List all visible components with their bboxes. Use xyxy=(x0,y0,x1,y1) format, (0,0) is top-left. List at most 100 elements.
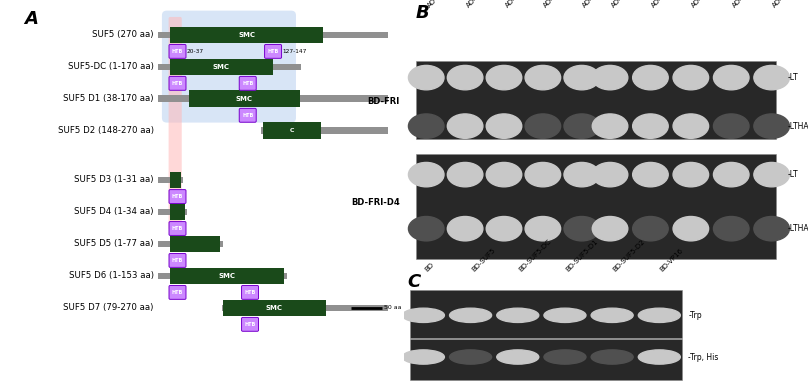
Text: BD-SUF5-DC: BD-SUF5-DC xyxy=(518,238,553,273)
Circle shape xyxy=(673,162,709,187)
Text: AD-SUF5-D7: AD-SUF5-D7 xyxy=(772,0,806,8)
Circle shape xyxy=(544,308,586,323)
Text: HTB: HTB xyxy=(244,290,255,295)
Text: SUF5 D6 (1-153 aa): SUF5 D6 (1-153 aa) xyxy=(69,271,154,280)
Text: SUF5 (270 aa): SUF5 (270 aa) xyxy=(92,30,154,39)
Circle shape xyxy=(592,216,628,241)
Bar xyxy=(416,154,776,259)
Text: AD-SUF5-D2: AD-SUF5-D2 xyxy=(582,0,616,8)
Bar xyxy=(188,90,301,107)
FancyBboxPatch shape xyxy=(169,222,186,236)
Circle shape xyxy=(591,350,633,364)
FancyBboxPatch shape xyxy=(169,254,186,267)
Text: AD-SUF5-D3: AD-SUF5-D3 xyxy=(610,0,645,8)
FancyBboxPatch shape xyxy=(169,190,186,203)
Text: AD-SUF5-D1: AD-SUF5-D1 xyxy=(543,0,577,8)
Text: -Trp, His: -Trp, His xyxy=(688,353,719,362)
Circle shape xyxy=(525,162,561,187)
Bar xyxy=(410,290,682,338)
Text: AD-SUF5-D6: AD-SUF5-D6 xyxy=(731,0,766,8)
Bar xyxy=(416,61,776,139)
Text: AD-SUF5: AD-SUF5 xyxy=(465,0,490,8)
Text: HTB: HTB xyxy=(172,81,183,86)
Bar xyxy=(170,204,185,220)
Bar xyxy=(158,241,223,247)
FancyBboxPatch shape xyxy=(239,76,256,90)
Text: SUF5 D3 (1-31 aa): SUF5 D3 (1-31 aa) xyxy=(74,175,154,184)
Circle shape xyxy=(592,162,628,187)
Text: BD-SUF5-D2: BD-SUF5-D2 xyxy=(612,238,646,273)
Circle shape xyxy=(713,162,749,187)
Circle shape xyxy=(633,216,668,241)
Circle shape xyxy=(638,308,680,323)
Circle shape xyxy=(408,65,444,90)
Text: HTB: HTB xyxy=(267,49,279,54)
FancyBboxPatch shape xyxy=(169,286,186,300)
Bar xyxy=(158,209,187,215)
Bar xyxy=(410,340,682,380)
Bar xyxy=(158,95,388,102)
Bar xyxy=(170,27,323,43)
Circle shape xyxy=(525,216,561,241)
Text: 127-147: 127-147 xyxy=(282,49,306,54)
Text: HTB: HTB xyxy=(242,81,254,86)
Text: C: C xyxy=(290,128,295,133)
FancyBboxPatch shape xyxy=(239,109,256,122)
Text: SMC: SMC xyxy=(266,305,283,311)
Text: SMC: SMC xyxy=(213,64,230,70)
FancyBboxPatch shape xyxy=(169,17,182,229)
Text: HTB: HTB xyxy=(172,290,183,295)
Circle shape xyxy=(673,65,709,90)
Text: SUF5 D2 (148-270 aa): SUF5 D2 (148-270 aa) xyxy=(57,126,154,135)
Circle shape xyxy=(754,162,789,187)
Bar xyxy=(158,273,287,279)
Bar xyxy=(158,177,183,183)
Circle shape xyxy=(486,162,522,187)
Circle shape xyxy=(633,65,668,90)
Bar xyxy=(170,236,220,252)
Circle shape xyxy=(402,350,444,364)
Circle shape xyxy=(592,114,628,138)
FancyBboxPatch shape xyxy=(264,44,281,58)
Circle shape xyxy=(448,162,483,187)
Text: BD-SUF5: BD-SUF5 xyxy=(470,247,496,273)
Bar xyxy=(170,268,284,284)
FancyBboxPatch shape xyxy=(169,44,186,58)
Text: -Trp: -Trp xyxy=(688,311,702,320)
Text: 50 aa: 50 aa xyxy=(384,305,402,310)
Text: C: C xyxy=(407,273,420,291)
Text: SUF5 D1 (38-170 aa): SUF5 D1 (38-170 aa) xyxy=(63,94,154,103)
Circle shape xyxy=(408,162,444,187)
Text: HTB: HTB xyxy=(172,258,183,263)
Text: AD-SUF5-D4: AD-SUF5-D4 xyxy=(650,0,684,8)
Circle shape xyxy=(754,216,789,241)
Bar xyxy=(170,172,181,188)
Bar xyxy=(158,64,301,70)
Circle shape xyxy=(591,308,633,323)
Text: AD-SUF5-DC: AD-SUF5-DC xyxy=(504,0,539,8)
Circle shape xyxy=(497,308,539,323)
Text: HTB: HTB xyxy=(172,49,183,54)
Text: SMC: SMC xyxy=(236,95,253,102)
FancyBboxPatch shape xyxy=(242,286,259,300)
FancyBboxPatch shape xyxy=(169,76,186,90)
Text: BD-FRI: BD-FRI xyxy=(368,97,400,105)
Text: -LT: -LT xyxy=(788,73,798,82)
Circle shape xyxy=(448,65,483,90)
FancyBboxPatch shape xyxy=(242,317,259,331)
Circle shape xyxy=(448,216,483,241)
Text: A: A xyxy=(24,10,38,28)
Circle shape xyxy=(592,65,628,90)
Text: AD-SUF5-D5: AD-SUF5-D5 xyxy=(691,0,725,8)
Circle shape xyxy=(408,114,444,138)
Text: SMC: SMC xyxy=(219,273,236,279)
Circle shape xyxy=(638,350,680,364)
Circle shape xyxy=(673,114,709,138)
Text: BD-SUF5-D1: BD-SUF5-D1 xyxy=(565,238,600,273)
Bar xyxy=(170,59,273,75)
Circle shape xyxy=(525,65,561,90)
Circle shape xyxy=(564,114,600,138)
Circle shape xyxy=(754,114,789,138)
FancyBboxPatch shape xyxy=(162,11,296,122)
Circle shape xyxy=(497,350,539,364)
